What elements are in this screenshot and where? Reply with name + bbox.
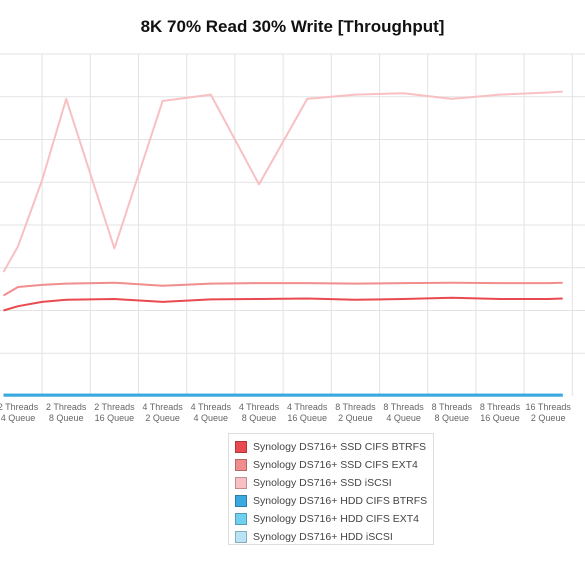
series-line-1 <box>3 296 563 312</box>
chart-title: 8K 70% Read 30% Write [Throughput] <box>140 17 445 36</box>
x-tick-label-top: 4 Threads <box>142 402 183 412</box>
legend-label: Synology DS716+ SSD CIFS BTRFS <box>253 441 427 453</box>
x-tick-label-bottom: 2 Queue <box>338 413 373 423</box>
series-line-2 <box>2 281 563 297</box>
legend-swatch <box>235 513 247 525</box>
x-tick-label-bottom: 8 Queue <box>49 413 84 423</box>
legend-item[interactable]: Synology DS716+ HDD CIFS BTRFS <box>235 492 433 510</box>
legend-swatch <box>235 531 247 543</box>
x-tick-label-top: 4 Threads <box>287 402 328 412</box>
x-tick-label-top: 4 Threads <box>191 402 232 412</box>
x-tick-label-top: 16 Threads <box>526 402 572 412</box>
x-tick-label-bottom: 8 Queue <box>242 413 277 423</box>
chart-legend: Synology DS716+ SSD CIFS BTRFS Synology D… <box>228 433 434 545</box>
legend-swatch <box>235 459 247 471</box>
series-line-3 <box>2 90 563 273</box>
x-tick-label-top: 8 Threads <box>335 402 376 412</box>
legend-item[interactable]: Synology DS716+ SSD CIFS BTRFS <box>235 438 433 456</box>
x-tick-label-top: 2 Threads <box>0 402 39 412</box>
x-tick-label-bottom: 4 Queue <box>386 413 421 423</box>
legend-item[interactable]: Synology DS716+ SSD CIFS EXT4 <box>235 456 433 474</box>
legend-label: Synology DS716+ HDD CIFS EXT4 <box>253 513 420 525</box>
legend-label: Synology DS716+ HDD iSCSI <box>253 531 393 543</box>
x-tick-label-top: 2 Threads <box>94 402 135 412</box>
x-tick-label-bottom: 8 Queue <box>435 413 470 423</box>
x-tick-label-bottom: 16 Queue <box>480 413 520 423</box>
x-tick-label-bottom: 4 Queue <box>194 413 229 423</box>
x-tick-label-top: 8 Threads <box>383 402 424 412</box>
legend-label: Synology DS716+ HDD CIFS BTRFS <box>253 495 428 507</box>
x-tick-label-bottom: 16 Queue <box>95 413 135 423</box>
x-tick-label-top: 8 Threads <box>480 402 521 412</box>
legend-swatch <box>235 441 247 453</box>
x-tick-label-bottom: 16 Queue <box>287 413 327 423</box>
legend-swatch <box>235 495 247 507</box>
legend-item[interactable]: Synology DS716+ HDD CIFS EXT4 <box>235 510 433 528</box>
x-tick-label-bottom: 4 Queue <box>1 413 36 423</box>
legend-swatch <box>235 477 247 489</box>
x-tick-label-top: 4 Threads <box>239 402 280 412</box>
x-tick-label-bottom: 2 Queue <box>531 413 566 423</box>
x-tick-label-top: 2 Threads <box>46 402 87 412</box>
legend-item[interactable]: Synology DS716+ HDD iSCSI <box>235 528 433 546</box>
x-tick-label-top: 8 Threads <box>432 402 473 412</box>
legend-item[interactable]: Synology DS716+ SSD iSCSI <box>235 474 433 492</box>
legend-label: Synology DS716+ SSD CIFS EXT4 <box>253 459 418 471</box>
legend-label: Synology DS716+ SSD iSCSI <box>253 477 392 489</box>
x-tick-label-bottom: 2 Queue <box>145 413 180 423</box>
